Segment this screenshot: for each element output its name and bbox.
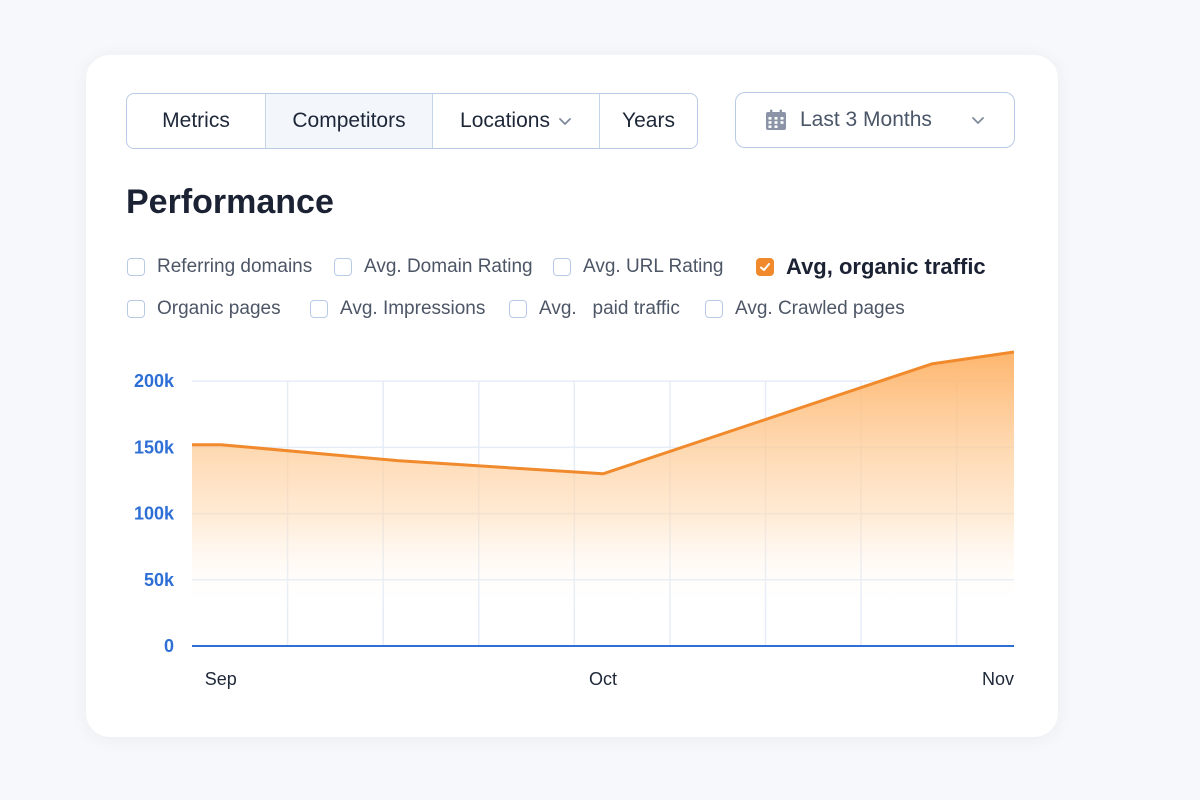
tab-competitors-label: Competitors bbox=[292, 109, 406, 132]
tab-years-label: Years bbox=[622, 109, 675, 132]
checkbox-label: Avg, organic traffic bbox=[786, 254, 986, 279]
chart-axes: 0 50k 100k 150k 200k Sep Oct Nov bbox=[134, 371, 1014, 689]
checkbox-box[interactable] bbox=[705, 300, 723, 318]
tab-years[interactable]: Years bbox=[600, 94, 697, 148]
checkbox-avg-domain-rating[interactable]: Avg. Domain Rating bbox=[334, 256, 533, 278]
checkbox-avg-url-rating[interactable]: Avg. URL Rating bbox=[553, 256, 723, 278]
locations-label: Locations bbox=[460, 109, 550, 132]
checkbox-label: Avg. paid traffic bbox=[539, 298, 680, 319]
series-area-fill bbox=[192, 352, 1014, 646]
checkbox-label: Referring domains bbox=[157, 256, 313, 277]
x-tick-label: Sep bbox=[205, 669, 237, 689]
checkbox-avg-crawled-pages[interactable]: Avg. Crawled pages bbox=[705, 298, 905, 320]
chevron-down-icon bbox=[972, 117, 984, 124]
chevron-down-icon bbox=[559, 118, 571, 125]
tab-competitors[interactable]: Competitors bbox=[266, 94, 433, 148]
checkbox-label: Avg. Impressions bbox=[340, 298, 486, 319]
locations-dropdown[interactable]: Locations bbox=[433, 94, 600, 148]
checkbox-avg-organic-traffic[interactable]: Avg, organic traffic bbox=[756, 254, 986, 280]
y-tick-label: 0 bbox=[164, 636, 174, 656]
tab-metrics[interactable]: Metrics bbox=[127, 94, 266, 148]
y-tick-label: 150k bbox=[134, 437, 175, 457]
checkbox-box[interactable] bbox=[127, 258, 145, 276]
checkbox-box[interactable] bbox=[509, 300, 527, 318]
checkbox-organic-pages[interactable]: Organic pages bbox=[127, 298, 281, 320]
checkbox-label: Organic pages bbox=[157, 298, 281, 319]
tab-metrics-label: Metrics bbox=[162, 109, 230, 132]
checkbox-box[interactable] bbox=[310, 300, 328, 318]
y-tick-label: 100k bbox=[134, 504, 175, 524]
calendar-icon bbox=[766, 109, 786, 130]
chart-area-layer bbox=[192, 350, 1015, 646]
checkbox-box[interactable] bbox=[334, 258, 352, 276]
checkbox-avg-impressions[interactable]: Avg. Impressions bbox=[310, 298, 485, 320]
x-tick-label: Oct bbox=[589, 669, 617, 689]
y-tick-label: 50k bbox=[144, 570, 175, 590]
checkbox-avg-paid-traffic[interactable]: Avg. paid traffic bbox=[509, 298, 680, 320]
checkbox-box[interactable] bbox=[553, 258, 571, 276]
y-tick-label: 200k bbox=[134, 371, 175, 391]
checkbox-box[interactable] bbox=[127, 300, 145, 318]
date-range-dropdown[interactable]: Last 3 Months bbox=[735, 92, 1015, 148]
series-line bbox=[192, 350, 1015, 476]
x-tick-label: Nov bbox=[982, 669, 1014, 689]
checkbox-referring-domains[interactable]: Referring domains bbox=[127, 256, 312, 278]
organic-traffic-area-chart: 0 50k 100k 150k 200k Sep Oct Nov bbox=[134, 350, 1015, 689]
checkbox-label: Avg. Crawled pages bbox=[735, 298, 905, 319]
filter-segmented-control: Metrics Competitors Locations Years bbox=[126, 93, 698, 149]
checkbox-label: Avg. Domain Rating bbox=[364, 256, 533, 277]
checkbox-box-checked[interactable] bbox=[756, 258, 774, 276]
date-range-label: Last 3 Months bbox=[800, 108, 932, 131]
checkmark-icon bbox=[760, 263, 770, 271]
checkbox-label: Avg. URL Rating bbox=[583, 256, 724, 277]
page-title: Performance bbox=[126, 183, 334, 221]
